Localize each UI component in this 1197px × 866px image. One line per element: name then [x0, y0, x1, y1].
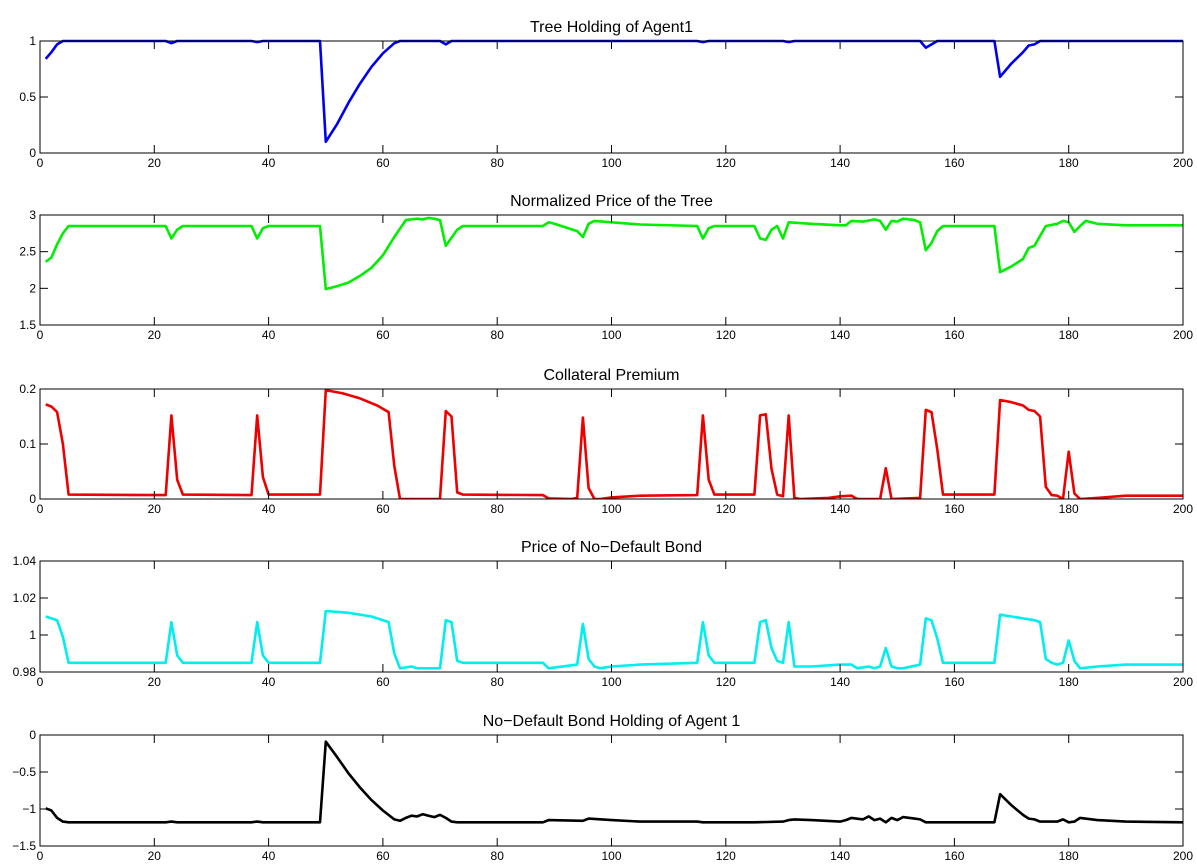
- x-tick-label: 20: [148, 849, 162, 863]
- x-tick-label: 60: [376, 849, 390, 863]
- x-tick-label: 100: [601, 675, 621, 689]
- y-tick-label: 2: [29, 281, 36, 295]
- y-tick-label: 1.5: [19, 318, 36, 332]
- x-tick-label: 200: [1173, 502, 1193, 516]
- x-tick-label: 60: [376, 328, 390, 342]
- chart-title: Price of No−Default Bond: [521, 539, 702, 556]
- series-line-1: [45, 388, 1183, 499]
- x-tick-label: 20: [148, 675, 162, 689]
- x-tick-label: 160: [944, 156, 964, 170]
- axes-frame: [39, 214, 1184, 326]
- chart-title: Normalized Price of the Tree: [510, 193, 713, 210]
- x-tick-label: 120: [716, 849, 736, 863]
- y-tick-label: 0.1: [19, 437, 36, 451]
- y-tick-label: 1: [29, 628, 36, 642]
- chart-panel-2: Normalized Price of the Tree 0 20 40 60 80 100…: [19, 193, 1193, 342]
- x-tick-label: 80: [491, 849, 505, 863]
- y-tick-label: 0: [29, 728, 36, 742]
- chart-title: Tree Holding of Agent1: [530, 19, 693, 36]
- y-tick-label: 1: [29, 34, 36, 48]
- y-tick-label: 1.04: [13, 554, 37, 568]
- y-tick-label: 0.2: [19, 382, 36, 396]
- x-tick-label: 200: [1173, 156, 1193, 170]
- x-tick-label: 40: [262, 156, 276, 170]
- x-tick-label: 180: [1059, 849, 1079, 863]
- x-tick-label: 140: [830, 849, 850, 863]
- series-line-1: [45, 740, 1183, 824]
- x-tick-label: 100: [601, 502, 621, 516]
- x-tick-label: 160: [944, 328, 964, 342]
- x-tick-label: 160: [944, 675, 964, 689]
- x-tick-label: 180: [1059, 675, 1079, 689]
- x-tick-label: 80: [491, 502, 505, 516]
- x-tick-label: 140: [830, 502, 850, 516]
- x-tick-label: 160: [944, 502, 964, 516]
- y-tick-label: 2.5: [19, 245, 36, 259]
- x-tick-label: 200: [1173, 675, 1193, 689]
- x-tick-label: 20: [148, 156, 162, 170]
- x-tick-label: 0: [37, 502, 44, 516]
- x-tick-label: 60: [376, 502, 390, 516]
- x-tick-label: 100: [601, 156, 621, 170]
- x-tick-label: 40: [262, 502, 276, 516]
- x-tick-label: 140: [830, 675, 850, 689]
- x-tick-label: 0: [37, 849, 44, 863]
- y-tick-label: 0: [29, 146, 36, 160]
- x-tick-label: 80: [491, 328, 505, 342]
- x-tick-label: 0: [37, 675, 44, 689]
- x-tick-label: 100: [601, 328, 621, 342]
- series-line-1: [44, 216, 1183, 291]
- x-tick-label: 60: [376, 675, 390, 689]
- x-tick-label: 60: [376, 156, 390, 170]
- y-tick-label: 1.02: [13, 591, 37, 605]
- x-tick-label: 120: [716, 675, 736, 689]
- axes-frame: [39, 734, 1184, 847]
- x-tick-label: 180: [1059, 502, 1079, 516]
- y-tick-label: −1.5: [12, 839, 36, 853]
- y-tick-label: −0.5: [12, 765, 36, 779]
- x-tick-label: 200: [1173, 849, 1193, 863]
- chart-panel-1: Tree Holding of Agent1 0 20 40 60 80 100 120 140…: [19, 19, 1193, 170]
- y-tick-label: 0: [29, 492, 36, 506]
- y-tick-label: −1: [22, 802, 36, 816]
- x-tick-label: 40: [262, 849, 276, 863]
- x-tick-label: 40: [262, 675, 276, 689]
- chart-panel-5: No−Default Bond Holding of Agent 1 0 20 40 6…: [12, 713, 1193, 863]
- x-tick-label: 180: [1059, 156, 1079, 170]
- series-line-1: [45, 609, 1183, 670]
- x-tick-label: 120: [716, 156, 736, 170]
- x-tick-label: 200: [1173, 328, 1193, 342]
- y-tick-label: 0.98: [13, 665, 37, 679]
- x-tick-label: 80: [491, 675, 505, 689]
- x-tick-label: 180: [1059, 328, 1079, 342]
- x-tick-label: 0: [37, 156, 44, 170]
- x-tick-label: 120: [716, 328, 736, 342]
- axes-frame: [39, 40, 1184, 154]
- y-tick-label: 0.5: [19, 90, 36, 104]
- chart-title: No−Default Bond Holding of Agent 1: [483, 713, 741, 730]
- x-tick-label: 20: [148, 502, 162, 516]
- axes-frame: [39, 388, 1184, 500]
- x-tick-label: 140: [830, 156, 850, 170]
- y-tick-label: 3: [29, 208, 36, 222]
- x-tick-label: 40: [262, 328, 276, 342]
- chart-panel-4: Price of No−Default Bond 0 20 40 60 80 100 120 1…: [13, 539, 1194, 689]
- chart-title: Collateral Premium: [543, 367, 679, 384]
- x-tick-label: 120: [716, 502, 736, 516]
- x-tick-label: 160: [944, 849, 964, 863]
- x-tick-label: 80: [491, 156, 505, 170]
- x-tick-label: 100: [601, 849, 621, 863]
- x-tick-label: 0: [37, 328, 44, 342]
- series-line-1: [44, 39, 1183, 144]
- chart-panel-3: Collateral Premium 0 20 40 60 80 100 120 140 160 1…: [19, 367, 1193, 516]
- x-tick-label: 20: [148, 328, 162, 342]
- x-tick-label: 140: [830, 328, 850, 342]
